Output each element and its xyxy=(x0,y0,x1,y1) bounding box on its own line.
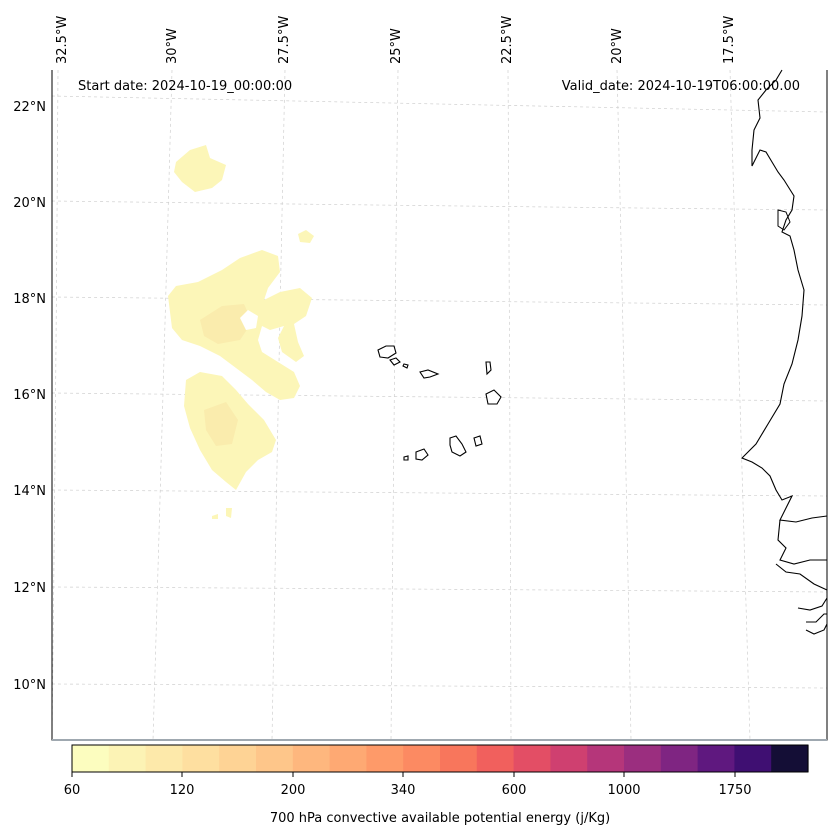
colorbar-cell xyxy=(145,745,183,772)
colorbar-tick-label: 600 xyxy=(502,783,527,798)
cape-blob-small xyxy=(298,230,314,243)
lat-label: 14°N xyxy=(13,484,46,499)
island-sao-vicente xyxy=(389,357,401,366)
cape-speck-2 xyxy=(226,508,232,518)
lon-label: 30°W xyxy=(165,28,180,64)
colorbar-cell xyxy=(403,745,441,772)
colorbar-frame xyxy=(71,744,809,773)
graticule xyxy=(51,69,828,741)
colorbar-tick-label: 60 xyxy=(64,783,81,798)
colorbar-cell xyxy=(329,745,367,772)
colorbar-cell xyxy=(660,745,699,772)
cape-core xyxy=(200,304,252,344)
lat-label: 20°N xyxy=(13,196,46,211)
map-frame xyxy=(51,70,828,741)
colorbar-tick-label: 200 xyxy=(281,783,306,798)
island-sal xyxy=(485,361,492,376)
lon-label: 25°W xyxy=(389,28,404,64)
colorbar-cell xyxy=(292,745,331,772)
colorbar-cell xyxy=(219,745,257,772)
colorbar-title: 700 hPa convective available potential e… xyxy=(270,811,610,826)
colorbar-cell xyxy=(513,745,551,772)
colorbar-ticks xyxy=(71,772,736,777)
colorbar-cell xyxy=(440,745,478,772)
colorbar-tick-label: 1000 xyxy=(607,783,640,798)
colorbar-cell xyxy=(550,745,588,772)
colorbar-cell xyxy=(366,745,404,772)
lat-label: 16°N xyxy=(13,388,46,403)
colorbar-cell xyxy=(476,745,515,772)
colorbar-cell xyxy=(72,745,110,772)
lat-label: 22°N xyxy=(13,100,46,115)
colorbar-tick-label: 1750 xyxy=(718,783,751,798)
island-sao-nicolau xyxy=(419,369,440,379)
cape-blob-north xyxy=(174,145,226,192)
colorbar-tick-labels: 60 120 200 340 600 1000 1750 xyxy=(64,783,752,798)
colorbar-cell xyxy=(697,745,735,772)
lat-label: 10°N xyxy=(13,678,46,693)
colorbar-tick-label: 340 xyxy=(391,783,416,798)
colorbar-cell xyxy=(108,745,147,772)
lon-label: 27.5°W xyxy=(277,16,292,64)
cape-hole xyxy=(240,310,258,330)
lon-label: 22.5°W xyxy=(500,16,515,64)
lat-label: 12°N xyxy=(13,581,46,596)
cape-field xyxy=(168,145,314,519)
colorbar-tick-label: 120 xyxy=(170,783,195,798)
island-fogo xyxy=(415,448,429,461)
colorbar-cell xyxy=(256,745,294,772)
island-santa-luzia xyxy=(402,363,409,369)
colorbar-cell xyxy=(182,745,220,772)
lon-label: 32.5°W xyxy=(55,16,70,64)
island-maio xyxy=(473,435,483,447)
island-boa-vista xyxy=(485,389,502,405)
lon-label: 20°W xyxy=(610,28,625,64)
cape-verde-islands xyxy=(377,345,502,461)
longitude-labels: 32.5°W 30°W 27.5°W 25°W 22.5°W 20°W 17.5… xyxy=(55,16,737,64)
lon-label: 17.5°W xyxy=(722,16,737,64)
african-coastline xyxy=(741,69,828,635)
start-date-label: Start date: 2024-10-19_00:00:00 xyxy=(78,79,292,94)
island-santiago xyxy=(449,435,467,457)
cape-south-core xyxy=(204,402,238,446)
colorbar-cell xyxy=(771,745,809,772)
cape-speck-1 xyxy=(212,514,218,519)
colorbar-cell xyxy=(624,745,662,772)
island-santo-antao xyxy=(377,345,397,359)
lat-label: 18°N xyxy=(13,292,46,307)
colorbar xyxy=(72,745,809,772)
colorbar-cell xyxy=(587,745,625,772)
latitude-labels: 22°N 20°N 18°N 16°N 14°N 12°N 10°N xyxy=(13,100,46,693)
colorbar-cell xyxy=(734,745,772,772)
island-brava xyxy=(403,455,409,461)
valid-date-label: Valid_date: 2024-10-19T06:00:00.00 xyxy=(562,79,800,94)
